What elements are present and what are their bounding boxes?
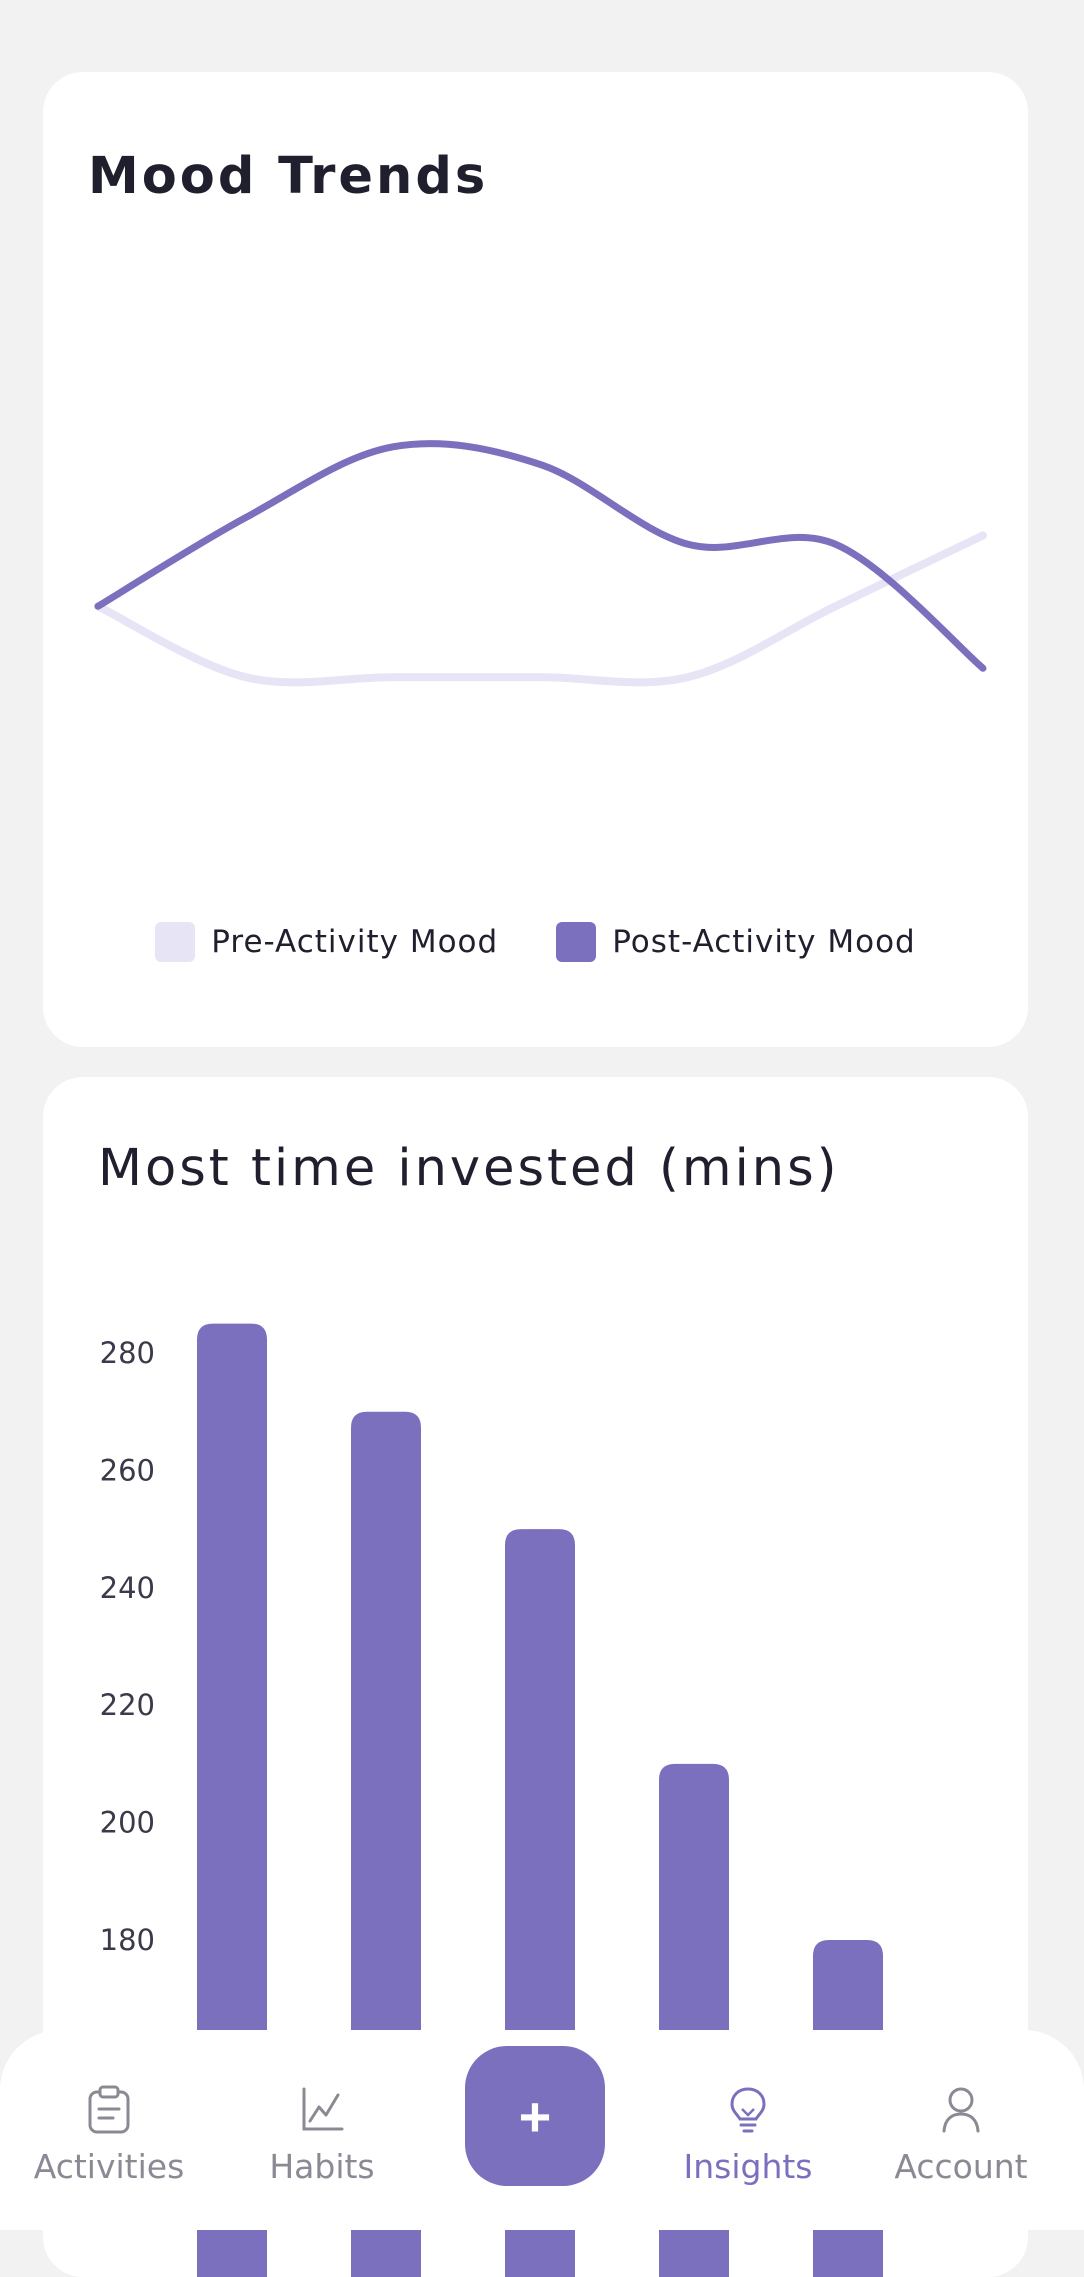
legend-swatch-pre-activity: [155, 922, 196, 962]
y-tick-label: 200: [100, 1806, 155, 1840]
time-invested-title: Most time invested (mins): [98, 1139, 840, 1198]
chart-line-icon: [302, 2087, 344, 2131]
user-icon: [942, 2087, 980, 2133]
post-activity-mood-line: [94, 440, 987, 672]
clipboard-icon: [88, 2085, 130, 2134]
legend-item-pre-activity: Pre-Activity Mood: [155, 922, 498, 962]
legend-swatch-post-activity: [556, 922, 597, 962]
nav-item-activities[interactable]: Activities: [9, 2085, 209, 2186]
legend-label-pre-activity: Pre-Activity Mood: [211, 924, 499, 960]
lightbulb-icon: [730, 2087, 766, 2133]
bottom-navigation: Activities Habits + Insights Account: [0, 2030, 1084, 2230]
nav-label-account: Account: [894, 2147, 1028, 2186]
y-tick-label: 260: [100, 1453, 155, 1487]
y-tick-label: 240: [100, 1571, 155, 1605]
pre-activity-mood-line: [94, 531, 987, 687]
mood-legend: Pre-Activity Mood Post-Activity Mood: [43, 922, 1028, 962]
legend-label-post-activity: Post-Activity Mood: [612, 924, 916, 960]
legend-item-post-activity: Post-Activity Mood: [556, 922, 916, 962]
mood-trends-title: Mood Trends: [88, 147, 489, 206]
y-tick-label: 180: [100, 1923, 155, 1957]
add-activity-button[interactable]: +: [465, 2046, 605, 2186]
nav-item-insights[interactable]: Insights: [648, 2085, 848, 2186]
nav-label-insights: Insights: [683, 2147, 813, 2186]
mood-trends-chart: [94, 440, 987, 687]
y-tick-label: 280: [100, 1336, 155, 1370]
nav-label-activities: Activities: [33, 2147, 185, 2186]
nav-item-habits[interactable]: Habits: [222, 2085, 422, 2186]
nav-label-habits: Habits: [269, 2147, 375, 2186]
nav-item-account[interactable]: Account: [861, 2085, 1061, 2186]
mood-trends-card: Mood Trends Pre-Activity Mood Post-Activ…: [43, 72, 1028, 1047]
y-tick-label: 220: [100, 1688, 155, 1722]
